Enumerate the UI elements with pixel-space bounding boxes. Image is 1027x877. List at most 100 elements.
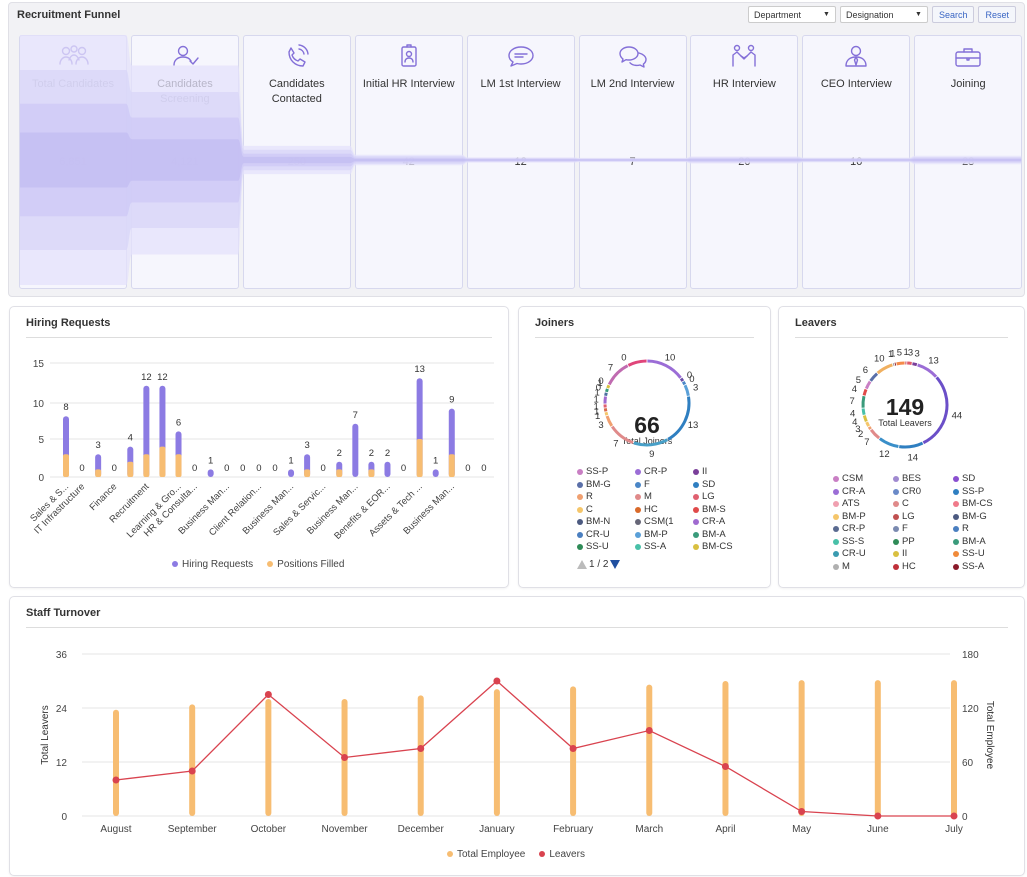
legend-item[interactable]: CR-A (833, 486, 885, 499)
legend-label: PP (902, 535, 915, 547)
legend-label: SS-S (842, 535, 865, 547)
legend-item[interactable]: SD (693, 479, 741, 492)
legend-dot (833, 488, 839, 495)
legend-item[interactable]: M (833, 561, 885, 574)
designation-select[interactable]: Designation ▼ (839, 6, 928, 23)
slice-label: 1 (594, 387, 599, 398)
bar-positions-filled (416, 439, 423, 477)
legend-item[interactable]: BM-CS (693, 541, 741, 554)
legend-item[interactable]: R (577, 491, 627, 504)
legend-item[interactable]: CR-A (693, 516, 741, 529)
legend-item[interactable]: SS-A (953, 561, 1001, 574)
legend-item[interactable]: CSM (833, 473, 885, 486)
funnel-stage-phone[interactable]: Candidates Contacted 250 (242, 35, 351, 289)
legend-item[interactable]: ATS (833, 498, 885, 511)
funnel-stage-id-badge[interactable]: Initial HR Interview 42 (354, 35, 463, 289)
department-select[interactable]: Department ▼ (747, 6, 836, 23)
legend-item[interactable]: BES (893, 473, 945, 486)
bar-total-employee (189, 704, 196, 816)
legend-item[interactable]: BM-P (635, 529, 685, 542)
legend-item-hiring-requests[interactable]: Hiring Requests (172, 559, 253, 570)
legend-label: LG (702, 491, 715, 502)
x-month-label: October (251, 824, 287, 835)
legend-label: BM-S (702, 503, 726, 515)
donut-slice (896, 361, 905, 366)
legend-item[interactable]: CR-P (635, 466, 685, 479)
leavers-point (798, 808, 806, 815)
legend-item[interactable]: HC (893, 561, 945, 574)
legend-dot (693, 494, 699, 501)
legend-dot (577, 531, 583, 538)
stage-name: LM 1st Interview (480, 78, 561, 90)
legend-item[interactable]: BM-CS (953, 498, 1001, 511)
legend-item[interactable]: SS-S (833, 536, 885, 549)
funnel-stage-handshake[interactable]: HR Interview 20 (690, 35, 799, 289)
legend-item[interactable]: BM-S (693, 504, 741, 517)
page-down-icon[interactable] (610, 560, 621, 569)
legend-item[interactable]: C (893, 498, 945, 511)
chat-bubble-icon (468, 44, 574, 68)
slice-label: 4 (852, 417, 857, 428)
funnel-stage-user-check[interactable]: Candidates Screening 4,121 (130, 35, 239, 289)
leavers-point (645, 727, 653, 734)
legend-item[interactable]: SS-P (577, 466, 627, 479)
x-month-label: September (168, 824, 218, 835)
funnel-stage-users[interactable]: Total Candidates 6,851 (19, 35, 127, 289)
y-left-tick-label: 24 (56, 704, 68, 715)
legend-label: SD (702, 478, 716, 490)
legend-item[interactable]: SS-U (577, 541, 627, 554)
funnel-stage-businessman[interactable]: CEO Interview 10 (802, 35, 911, 289)
legend-item[interactable]: BM-P (833, 511, 885, 524)
legend-item[interactable]: M (635, 491, 685, 504)
legend-item-positions-filled[interactable]: Positions Filled (267, 559, 344, 570)
businessman-icon (803, 44, 909, 68)
legend-item[interactable]: BM-A (693, 529, 741, 542)
slice-label: 2 (858, 429, 863, 440)
chevron-down-icon: ▼ (915, 11, 922, 18)
slice-label: 6 (863, 365, 868, 376)
recruitment-funnel-panel: Recruitment Funnel Department ▼ Designat… (8, 2, 1025, 297)
data-label: 12 (141, 372, 152, 383)
legend-item[interactable]: SS-U (953, 548, 1001, 561)
legend-item[interactable]: SS-A (635, 541, 685, 554)
legend-item[interactable]: CR-P (833, 523, 885, 536)
legend-item[interactable]: CR0 (893, 486, 945, 499)
legend-item[interactable]: PP (893, 536, 945, 549)
legend-item[interactable]: BM-G (577, 479, 627, 492)
legend-item-leavers[interactable]: Leavers (539, 849, 585, 860)
legend-item-total-employee[interactable]: Total Employee (447, 849, 525, 860)
joiners-legend: SS-P CR-P II BM-G F SD R M LG C HC BM-S BM-N CSM(1 CR-… (577, 466, 741, 554)
legend-item[interactable]: CR-U (577, 529, 627, 542)
slice-label: 5 (897, 347, 902, 358)
legend-item[interactable]: CSM(1 (635, 516, 685, 529)
bar-hiring-requests (288, 469, 295, 477)
reset-button[interactable]: Reset (978, 6, 1016, 23)
legend-item[interactable]: BM-G (953, 511, 1001, 524)
legend-item[interactable]: CR-U (833, 548, 885, 561)
legend-item[interactable]: SS-P (953, 486, 1001, 499)
funnel-stage-chat-bubble[interactable]: LM 1st Interview 12 (466, 35, 575, 289)
legend-item[interactable]: F (893, 523, 945, 536)
legend-dot (635, 544, 641, 551)
funnel-stage-briefcase[interactable]: Joining 28 (914, 35, 1023, 289)
legend-item[interactable]: LG (893, 511, 945, 524)
page-up-icon[interactable] (577, 560, 587, 569)
legend-label: CR-U (586, 528, 610, 540)
legend-item[interactable]: BM-A (953, 536, 1001, 549)
legend-item[interactable]: LG (693, 491, 741, 504)
slice-label: 3 (855, 424, 860, 435)
search-button[interactable]: Search (931, 6, 975, 23)
funnel-stage-chat-bubbles[interactable]: LM 2nd Interview 7 (578, 35, 687, 289)
legend-item[interactable]: BM-N (577, 516, 627, 529)
legend-dot (833, 501, 839, 508)
legend-item[interactable]: R (953, 523, 1001, 536)
legend-dot (539, 851, 546, 857)
legend-dot (893, 476, 899, 483)
legend-item[interactable]: C (577, 504, 627, 517)
bar-total-employee (493, 689, 500, 816)
legend-item[interactable]: HC (635, 504, 685, 517)
legend-item[interactable]: F (635, 479, 685, 492)
legend-item[interactable]: II (693, 466, 741, 479)
legend-item[interactable]: II (893, 548, 945, 561)
legend-item[interactable]: SD (953, 473, 1001, 486)
